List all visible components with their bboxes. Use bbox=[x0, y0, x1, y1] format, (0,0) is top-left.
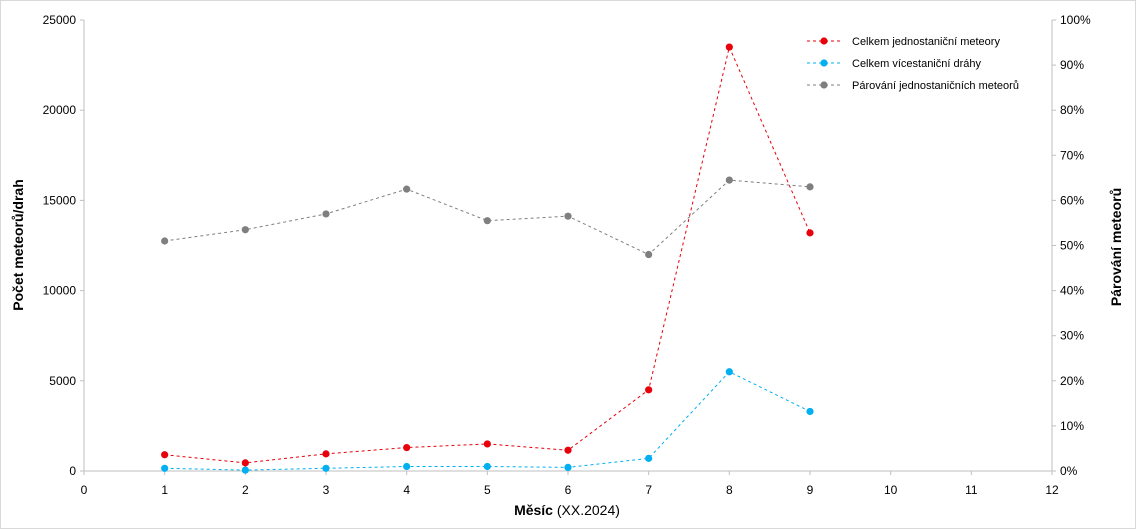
x-tick-label: 7 bbox=[645, 483, 652, 497]
legend-label: Celkem vícestaniční dráhy bbox=[852, 58, 981, 70]
x-tick-label: 1 bbox=[161, 483, 168, 497]
y2-tick-label: 0% bbox=[1060, 464, 1078, 478]
x-tick-label: 9 bbox=[807, 483, 814, 497]
data-point bbox=[241, 226, 249, 234]
y2-axis-title: Párování meteorů bbox=[1108, 188, 1124, 306]
y-tick-label: 0 bbox=[69, 464, 76, 478]
y-tick-label: 15000 bbox=[43, 193, 77, 207]
data-point bbox=[403, 443, 411, 452]
legend: Celkem jednostaniční meteory Celkem víces… bbox=[807, 36, 1019, 92]
series-layer bbox=[161, 43, 814, 474]
data-point bbox=[403, 462, 411, 471]
data-point bbox=[564, 446, 572, 454]
data-point bbox=[645, 454, 653, 462]
data-point bbox=[725, 368, 733, 376]
data-point bbox=[403, 185, 411, 193]
y-tick-label: 5000 bbox=[49, 374, 76, 388]
series-2 bbox=[161, 368, 814, 474]
x-axis-title-rest: (XX.2024) bbox=[553, 502, 620, 518]
series-line bbox=[164, 179, 811, 256]
y-tick-label: 20000 bbox=[43, 103, 77, 117]
data-point bbox=[806, 407, 814, 416]
y2-tick-label: 60% bbox=[1060, 193, 1084, 207]
x-tick-label: 8 bbox=[726, 483, 733, 497]
series-3 bbox=[161, 176, 814, 259]
x-tick-label: 3 bbox=[323, 483, 330, 497]
x-axis-title: Měsíc (XX.2024) bbox=[514, 502, 620, 518]
data-point bbox=[161, 464, 169, 472]
data-point bbox=[483, 462, 491, 471]
y-tick-label: 10000 bbox=[43, 284, 77, 298]
legend-swatch-marker bbox=[820, 37, 828, 45]
y-tick-label: 25000 bbox=[43, 13, 77, 27]
x-tick-label: 6 bbox=[565, 483, 572, 497]
y-axis-title: Počet meteorů/drah bbox=[10, 179, 26, 310]
legend-entry: Párování jednostaničních meteorů bbox=[807, 80, 1019, 92]
x-tick-label: 4 bbox=[403, 483, 410, 497]
data-point bbox=[645, 250, 653, 259]
legend-entry: Celkem vícestaniční dráhy bbox=[807, 58, 981, 70]
axes: 0 5000 10000 15000 20000 25000 0% 10% 20% 30% 40% 5… bbox=[43, 13, 1091, 497]
data-point bbox=[322, 464, 330, 472]
y2-tick-label: 20% bbox=[1060, 374, 1084, 388]
data-point bbox=[322, 450, 330, 458]
data-point bbox=[322, 210, 330, 218]
series-line bbox=[164, 371, 811, 471]
y2-tick-label: 90% bbox=[1060, 58, 1084, 72]
y2-tick-label: 80% bbox=[1060, 103, 1084, 117]
y2-tick-label: 100% bbox=[1060, 13, 1091, 27]
data-point bbox=[645, 386, 653, 394]
x-tick-label: 11 bbox=[965, 483, 978, 497]
x-tick-label: 12 bbox=[1045, 483, 1059, 497]
legend-swatch-marker bbox=[820, 59, 828, 67]
data-point bbox=[483, 217, 491, 225]
data-point bbox=[241, 466, 249, 474]
legend-swatch-marker bbox=[820, 81, 828, 89]
x-tick-label: 5 bbox=[484, 483, 491, 497]
y2-tick-label: 50% bbox=[1060, 239, 1084, 253]
data-point bbox=[806, 183, 814, 191]
y2-tick-label: 40% bbox=[1060, 284, 1084, 298]
series-line bbox=[164, 45, 811, 464]
data-point bbox=[161, 237, 169, 245]
legend-label: Celkem jednostaniční meteory bbox=[852, 36, 1000, 48]
legend-entry: Celkem jednostaniční meteory bbox=[807, 36, 1000, 48]
data-point bbox=[241, 459, 249, 467]
data-point bbox=[725, 176, 733, 184]
legend-label: Párování jednostaničních meteorů bbox=[852, 80, 1019, 92]
data-point bbox=[564, 463, 572, 471]
x-axis-title-bold: Měsíc bbox=[514, 502, 553, 518]
y2-tick-label: 10% bbox=[1060, 419, 1084, 433]
y2-tick-label: 70% bbox=[1060, 148, 1084, 162]
data-point bbox=[483, 440, 491, 448]
data-point bbox=[806, 229, 814, 237]
series-1 bbox=[161, 43, 814, 467]
x-tick-label: 10 bbox=[884, 483, 898, 497]
data-point bbox=[725, 43, 733, 51]
data-point bbox=[564, 212, 572, 220]
x-tick-label: 2 bbox=[242, 483, 249, 497]
y2-tick-label: 30% bbox=[1060, 329, 1084, 343]
x-tick-label: 0 bbox=[81, 483, 88, 497]
data-point bbox=[161, 451, 169, 459]
